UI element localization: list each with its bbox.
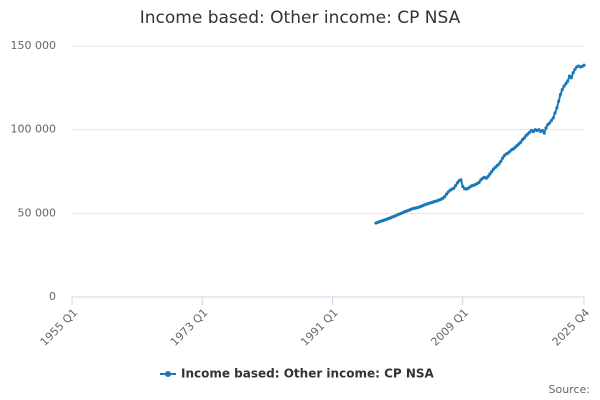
series-line bbox=[375, 64, 585, 224]
y-tick-label: 150 000 bbox=[11, 39, 57, 52]
point bbox=[490, 169, 494, 174]
point bbox=[551, 116, 555, 120]
point bbox=[540, 128, 544, 133]
point bbox=[522, 136, 526, 140]
x-tick-label: 2009 Q1 bbox=[428, 306, 471, 349]
point bbox=[443, 195, 447, 199]
point bbox=[569, 76, 573, 80]
x-tick-label: 1991 Q1 bbox=[298, 306, 341, 349]
point bbox=[548, 121, 552, 125]
x-tick-label: 1955 Q1 bbox=[38, 306, 81, 349]
x-tick-label: 2025 Q4 bbox=[550, 306, 593, 349]
chart-title: Income based: Other income: CP NSA bbox=[140, 8, 461, 28]
point bbox=[477, 180, 481, 184]
y-tick-label: 100 000 bbox=[11, 123, 57, 136]
point bbox=[544, 126, 548, 130]
point bbox=[564, 82, 568, 86]
point bbox=[553, 111, 557, 115]
point bbox=[459, 178, 463, 182]
y-tick-label: 0 bbox=[49, 290, 56, 303]
point bbox=[452, 186, 456, 190]
source: Source: bbox=[549, 383, 591, 396]
point bbox=[499, 159, 503, 164]
point bbox=[453, 184, 458, 188]
y-tick-label: 50 000 bbox=[18, 206, 57, 219]
point bbox=[455, 181, 459, 185]
legend: Income based: Other income: CP NSA bbox=[181, 367, 435, 381]
point bbox=[558, 92, 563, 97]
point bbox=[566, 79, 570, 83]
point bbox=[488, 172, 492, 176]
point bbox=[557, 99, 561, 103]
point bbox=[519, 140, 523, 144]
point bbox=[549, 118, 554, 123]
point bbox=[486, 174, 490, 179]
point bbox=[497, 162, 501, 166]
x-tick-label: 1973 Q1 bbox=[168, 306, 211, 349]
point bbox=[573, 67, 577, 72]
point bbox=[582, 63, 586, 67]
point bbox=[542, 131, 546, 135]
legend-marker bbox=[165, 371, 171, 377]
point bbox=[555, 106, 559, 110]
point bbox=[444, 192, 449, 196]
point bbox=[560, 87, 564, 92]
point bbox=[571, 71, 575, 75]
point bbox=[500, 156, 505, 160]
point bbox=[562, 84, 566, 88]
